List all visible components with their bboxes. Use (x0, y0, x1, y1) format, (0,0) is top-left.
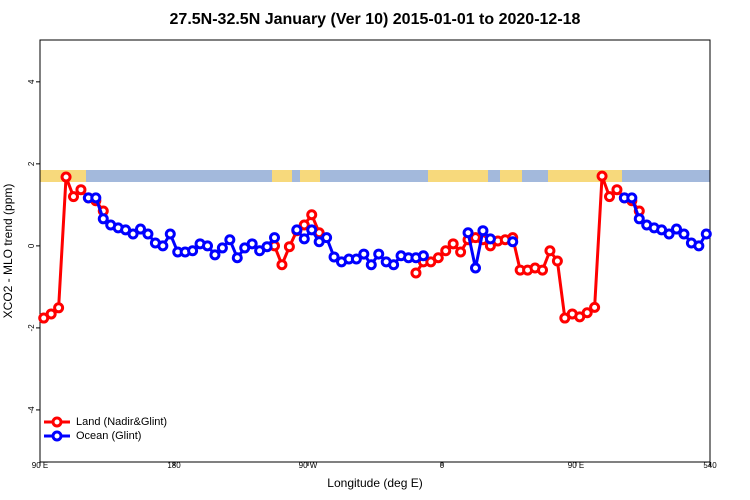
point (269, 232, 280, 244)
point (127, 228, 139, 240)
y-axis-label: XCO2 - MLO trend (ppm) (1, 184, 15, 319)
point (410, 267, 422, 279)
y-tick-label: -4 (27, 406, 36, 414)
point (596, 170, 608, 182)
point (373, 248, 385, 260)
point (470, 262, 481, 274)
point (633, 213, 645, 225)
point (321, 232, 333, 244)
point (365, 259, 377, 271)
point (60, 171, 72, 183)
point (455, 246, 467, 258)
point (604, 191, 615, 203)
x-tick-label: 90 W (299, 461, 318, 470)
point (589, 301, 601, 313)
x-axis-label: Longitude (deg E) (327, 476, 422, 490)
point (388, 259, 400, 271)
point (209, 249, 221, 261)
point (544, 245, 556, 257)
point (678, 228, 690, 240)
point (135, 223, 146, 235)
point (224, 234, 236, 246)
point (90, 192, 102, 204)
point (484, 233, 496, 245)
y-tick-label: 0 (27, 243, 36, 248)
point (537, 264, 548, 276)
legend-marker (51, 430, 63, 442)
surface-strip (40, 170, 710, 182)
point (261, 241, 273, 253)
point (626, 192, 638, 204)
point (581, 307, 593, 319)
point (440, 245, 452, 257)
point (611, 184, 623, 196)
point (507, 236, 519, 248)
plot-frame (39, 39, 711, 463)
point (693, 240, 705, 252)
point (164, 228, 176, 240)
point (298, 233, 310, 245)
point (298, 219, 310, 231)
point (276, 259, 288, 271)
point (187, 245, 199, 257)
point (432, 252, 444, 264)
point (75, 184, 87, 196)
point (671, 223, 682, 235)
point (291, 224, 303, 236)
y-tick-label: -2 (27, 324, 36, 332)
point (417, 250, 429, 262)
point (306, 209, 318, 221)
point (142, 228, 154, 240)
point (700, 228, 712, 240)
point (306, 224, 318, 236)
legend-label: Land (Nadir&Glint) (76, 416, 167, 428)
point (350, 253, 362, 265)
point (328, 251, 340, 263)
x-tick-label: 90 E (32, 461, 48, 470)
x-tick-label: 0 (440, 461, 445, 470)
legend-label: Ocean (Glint) (76, 430, 141, 442)
point (447, 238, 459, 250)
point (45, 308, 57, 320)
point (202, 240, 213, 252)
point (663, 228, 675, 240)
x-tick-label: 180 (167, 461, 181, 470)
point (477, 225, 489, 237)
point (231, 252, 243, 264)
point (157, 240, 169, 252)
point (97, 213, 109, 225)
legend-marker (51, 416, 63, 428)
point (68, 191, 79, 203)
point (53, 302, 65, 314)
x-tick-label: 540 (703, 461, 717, 470)
y-tick-label: 2 (27, 161, 36, 166)
point (246, 238, 258, 250)
chart-title: 27.5N-32.5N January (Ver 10) 2015-01-01 … (170, 11, 581, 28)
y-tick-label: 4 (27, 79, 36, 84)
point (216, 242, 228, 254)
x-tick-label: 90 E (568, 461, 584, 470)
point (462, 227, 474, 239)
point (283, 241, 295, 253)
point (358, 248, 370, 260)
point (551, 255, 563, 267)
